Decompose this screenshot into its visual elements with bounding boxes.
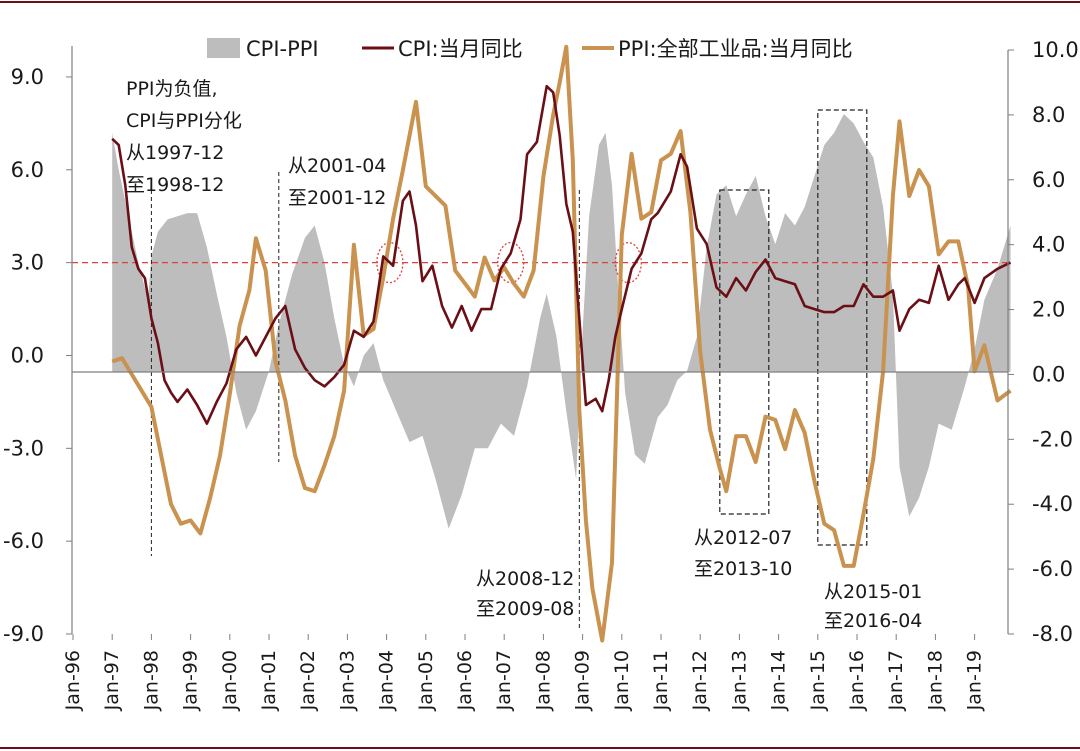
left-tick-label: 9.0 — [11, 65, 44, 89]
annotation-1-line-2: CPI与PPI分化 — [126, 110, 242, 132]
cpi-line — [111, 84, 1012, 425]
annotation-5-line-2: 至2016-04 — [824, 610, 922, 632]
annotation-1-line-3: 从1997-12 — [126, 142, 224, 164]
x-tick-label: Jan-02 — [297, 650, 319, 711]
x-tick-label: Jan-05 — [415, 650, 437, 711]
right-tick-label: 10.0 — [1032, 38, 1079, 62]
x-tick-label: Jan-17 — [885, 650, 907, 711]
right-tick-label: -8.0 — [1032, 622, 1073, 646]
cpi-ppi-area-series — [112, 114, 1011, 529]
x-tick-label: Jan-16 — [846, 650, 868, 711]
x-tick-label: Jan-98 — [140, 650, 162, 711]
annotation-3-line-2: 至2009-08 — [476, 598, 574, 620]
right-tick-label: -4.0 — [1032, 492, 1073, 516]
x-tick-label: Jan-09 — [572, 650, 594, 711]
cpi-ppi-area — [112, 114, 1011, 529]
annotation-4-line-2: 至2013-10 — [694, 558, 792, 580]
left-tick-label: 0.0 — [11, 343, 44, 367]
line-series-layer — [111, 44, 1012, 643]
annotation-4-line-1: 从2012-07 — [694, 527, 792, 549]
x-tick-label: Jan-96 — [62, 650, 84, 711]
legend-swatch-cpi-ppi — [207, 38, 240, 58]
annotation-1-line-1: PPI为负值, — [126, 78, 218, 100]
legend-label-cpi: CPI:当月同比 — [398, 37, 523, 61]
right-tick-label: 0.0 — [1032, 362, 1065, 386]
annotation-1-line-4: 至1998-12 — [126, 174, 224, 196]
annotation-5-line-1: 从2015-01 — [824, 581, 922, 603]
right-tick-label: -6.0 — [1032, 557, 1073, 581]
annotation-2-line-1: 从2001-04 — [288, 155, 386, 177]
x-tick-label: Jan-13 — [728, 650, 750, 711]
x-tick-label: Jan-08 — [532, 650, 554, 711]
legend-label-ppi: PPI:全部工业品:当月同比 — [618, 37, 853, 61]
legend-label-cpi-ppi: CPI-PPI — [246, 37, 319, 61]
x-tick-label: Jan-10 — [611, 650, 633, 711]
ppi-line — [111, 44, 1012, 643]
right-tick-label: 6.0 — [1032, 168, 1065, 192]
axes: 9.0 6.0 3.0 0.0 -3.0 -6.0 -9.0 10.0 8.0 6.0 4.0 2.0… — [3, 38, 1079, 711]
left-tick-label: -6.0 — [3, 529, 44, 553]
x-tick-label: Jan-01 — [258, 650, 280, 711]
left-tick-label: -3.0 — [3, 436, 44, 460]
right-tick-label: 2.0 — [1032, 298, 1065, 322]
x-tick-label: Jan-07 — [493, 650, 515, 711]
right-tick-label: 4.0 — [1032, 233, 1065, 257]
x-tick-label: Jan-15 — [807, 650, 829, 711]
x-tick-label: Jan-06 — [454, 650, 476, 711]
boxed-period-1 — [719, 189, 770, 515]
x-tick-label: Jan-97 — [101, 650, 123, 711]
left-tick-label: 3.0 — [11, 251, 44, 275]
right-tick-label: -2.0 — [1032, 427, 1073, 451]
x-tick-label: Jan-99 — [180, 650, 202, 711]
x-tick-label: Jan-14 — [768, 650, 790, 711]
boxed-period-2 — [817, 109, 868, 546]
annotation-3-line-1: 从2008-12 — [476, 568, 574, 590]
x-tick-label: Jan-19 — [964, 650, 986, 711]
right-tick-label: 8.0 — [1032, 103, 1065, 127]
circled-point-3 — [614, 241, 642, 284]
x-tick-label: Jan-00 — [219, 650, 241, 711]
left-tick-label: -9.0 — [3, 622, 44, 646]
annotation-2-line-2: 至2001-12 — [288, 187, 386, 209]
circled-point-1 — [376, 241, 404, 284]
legend: CPI-PPI CPI:当月同比 PPI:全部工业品:当月同比 — [207, 37, 853, 61]
x-tick-label: Jan-18 — [924, 650, 946, 711]
x-tick-label: Jan-12 — [689, 650, 711, 711]
x-tick-label: Jan-11 — [650, 650, 672, 711]
left-tick-label: 6.0 — [11, 158, 44, 182]
circled-point-2 — [497, 241, 525, 284]
x-tick-label: Jan-03 — [336, 650, 358, 711]
x-tick-label: Jan-04 — [376, 650, 398, 711]
